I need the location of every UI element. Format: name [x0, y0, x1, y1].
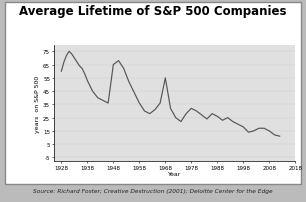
- Text: Source: Richard Foster; Creative Destruction (2001); Deloitte Center for the Edg: Source: Richard Foster; Creative Destruc…: [33, 188, 273, 193]
- Y-axis label: years  on S&P 500: years on S&P 500: [35, 75, 40, 132]
- FancyBboxPatch shape: [5, 3, 301, 184]
- X-axis label: Year: Year: [168, 171, 181, 176]
- Text: Average Lifetime of S&P 500 Companies: Average Lifetime of S&P 500 Companies: [19, 5, 287, 18]
